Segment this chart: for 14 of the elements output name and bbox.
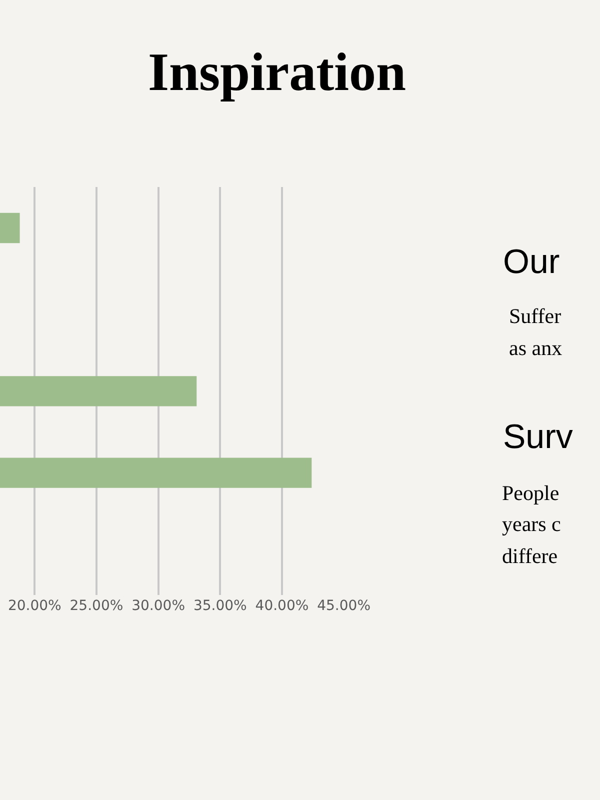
text: Our — [503, 243, 560, 281]
x-tick-label: 30.00% — [132, 598, 185, 614]
text: Suffer — [509, 304, 562, 328]
text: Surv — [503, 418, 573, 456]
x-tick-label: 45.00% — [317, 598, 370, 614]
chart-title: Inspiration — [148, 42, 406, 102]
text: years c — [502, 512, 561, 536]
x-tick-label: 40.00% — [255, 598, 309, 614]
x-tick-label: 35.00% — [193, 598, 247, 614]
x-tick-label: 25.00% — [70, 598, 124, 614]
x-tick-label: 20.00% — [8, 598, 62, 614]
text: as anx — [509, 336, 563, 360]
text: differe — [502, 544, 558, 568]
text: People — [502, 481, 560, 505]
